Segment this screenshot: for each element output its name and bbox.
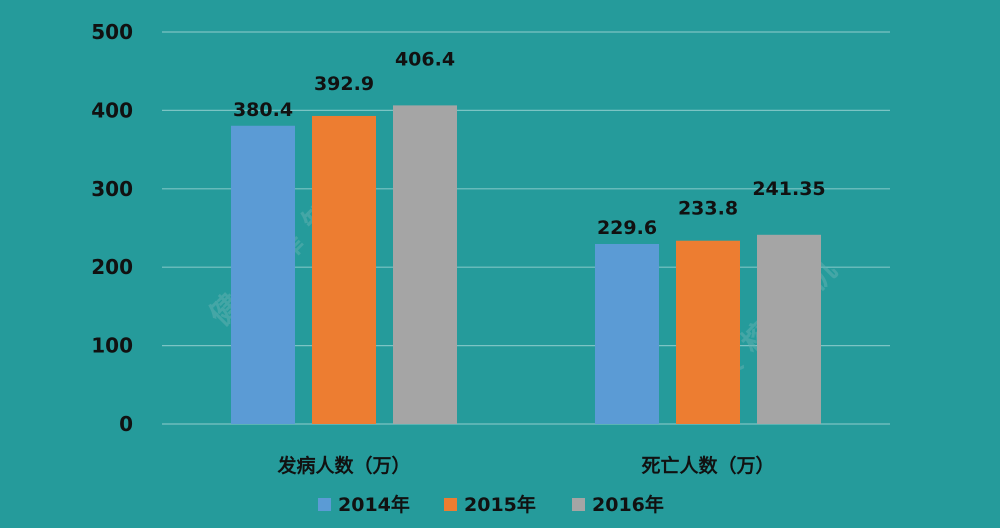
bar <box>757 234 821 424</box>
bar <box>312 115 376 424</box>
data-label: 233.8 <box>678 198 738 220</box>
data-label: 406.4 <box>395 48 455 70</box>
y-tick-label: 400 <box>91 98 133 122</box>
data-label: 380.4 <box>233 99 293 121</box>
legend-label: 2016年 <box>592 493 664 516</box>
y-tick-label: 500 <box>91 20 133 44</box>
legend-label: 2015年 <box>464 493 536 516</box>
data-label: 229.6 <box>597 217 657 239</box>
data-label: 241.35 <box>752 178 825 200</box>
y-tick-label: 300 <box>91 177 133 201</box>
legend-swatch <box>318 498 331 511</box>
data-label: 392.9 <box>314 73 374 95</box>
y-tick-label: 100 <box>91 334 133 358</box>
legend-label: 2014年 <box>338 493 410 516</box>
bar <box>676 240 740 424</box>
y-tick-label: 200 <box>91 255 133 279</box>
legend-swatch <box>444 498 457 511</box>
bar <box>231 125 295 424</box>
bars-layer <box>231 105 821 425</box>
bar <box>393 105 457 425</box>
legend: 2014年 2015年 2016年 <box>318 493 664 516</box>
category-label: 死亡人数（万） <box>641 454 774 477</box>
bar <box>595 243 659 424</box>
labels-layer: 0 100 200 300 400 500 发病人数（万） 死亡人数（万） 380.4 392.9… <box>91 20 825 477</box>
legend-swatch <box>572 498 585 511</box>
y-tick-label: 0 <box>119 412 133 436</box>
category-label: 发病人数（万） <box>276 454 410 477</box>
